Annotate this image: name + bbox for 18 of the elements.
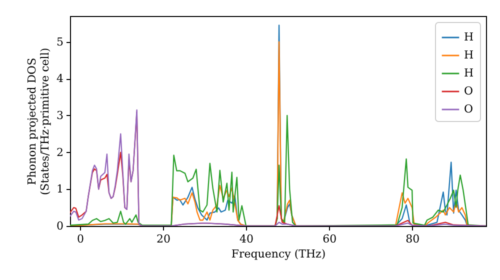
y-tick-label: 3: [56, 108, 64, 122]
y-tick-label: 0: [56, 220, 64, 232]
y-tick-label: 5: [56, 35, 64, 48]
x-tick-label: 40: [240, 232, 254, 246]
y-tick-label: 1: [56, 182, 64, 196]
y-tick-label: 2: [56, 146, 64, 159]
x-axis-title: Frequency (THz): [231, 248, 326, 260]
y-axis-title: Phonon projected DOS (States/THz·primitive cell): [26, 48, 52, 196]
x-tick-label: 60: [322, 232, 337, 246]
legend-label: O: [464, 84, 474, 98]
legend-label: H: [464, 66, 474, 80]
x-tick-label: 20: [156, 232, 170, 246]
legend-label: H: [464, 30, 474, 44]
x-tick-label: 80: [406, 232, 420, 246]
legend-label: O: [464, 102, 474, 116]
legend-label: H: [464, 48, 474, 62]
y-tick-label: 4: [56, 72, 64, 86]
x-tick-label: 0: [76, 232, 84, 246]
